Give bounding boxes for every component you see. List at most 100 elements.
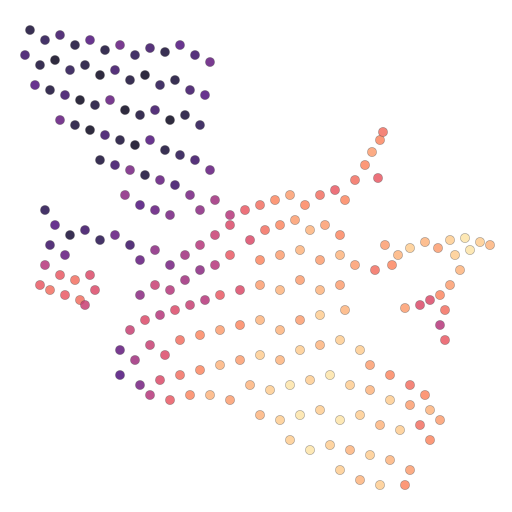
point	[175, 150, 185, 160]
point	[460, 233, 470, 243]
point	[295, 275, 305, 285]
point	[145, 390, 155, 400]
point	[378, 127, 388, 137]
point	[360, 160, 370, 170]
point	[335, 280, 345, 290]
point	[140, 170, 150, 180]
point	[367, 147, 377, 157]
point	[165, 395, 175, 405]
point	[365, 360, 375, 370]
point	[45, 285, 55, 295]
point	[225, 395, 235, 405]
point	[150, 245, 160, 255]
point	[145, 135, 155, 145]
point	[335, 230, 345, 240]
point	[295, 315, 305, 325]
point	[70, 40, 80, 50]
point	[50, 55, 60, 65]
point	[100, 130, 110, 140]
point	[285, 190, 295, 200]
point	[290, 215, 300, 225]
point	[135, 380, 145, 390]
point	[170, 75, 180, 85]
point	[255, 255, 265, 265]
point	[135, 255, 145, 265]
point	[385, 395, 395, 405]
point	[335, 335, 345, 345]
point	[165, 260, 175, 270]
point	[180, 275, 190, 285]
point	[165, 285, 175, 295]
point	[255, 350, 265, 360]
point	[400, 480, 410, 490]
point	[105, 95, 115, 105]
point	[80, 225, 90, 235]
point	[60, 250, 70, 260]
point	[373, 173, 383, 183]
point	[130, 355, 140, 365]
point	[80, 60, 90, 70]
point	[210, 195, 220, 205]
point	[455, 265, 465, 275]
point	[85, 35, 95, 45]
point	[275, 355, 285, 365]
point	[235, 355, 245, 365]
point	[425, 435, 435, 445]
point	[125, 240, 135, 250]
point	[125, 75, 135, 85]
point	[90, 285, 100, 295]
point	[110, 230, 120, 240]
point	[215, 360, 225, 370]
point	[225, 210, 235, 220]
point	[387, 260, 397, 270]
point	[435, 290, 445, 300]
point	[80, 300, 90, 310]
point	[65, 65, 75, 75]
point	[415, 420, 425, 430]
point	[35, 60, 45, 70]
point	[135, 110, 145, 120]
point	[450, 250, 460, 260]
point	[190, 50, 200, 60]
point	[95, 235, 105, 245]
point	[385, 370, 395, 380]
point	[355, 345, 365, 355]
point	[50, 220, 60, 230]
point	[130, 50, 140, 60]
point	[125, 165, 135, 175]
point	[225, 250, 235, 260]
point	[185, 390, 195, 400]
point	[195, 265, 205, 275]
point	[55, 270, 65, 280]
point	[195, 240, 205, 250]
point	[45, 85, 55, 95]
point	[210, 230, 220, 240]
point	[185, 300, 195, 310]
point	[20, 50, 30, 60]
point	[140, 70, 150, 80]
point	[330, 185, 340, 195]
point	[55, 30, 65, 40]
point	[195, 120, 205, 130]
point	[180, 110, 190, 120]
point	[415, 300, 425, 310]
point	[445, 235, 455, 245]
point	[65, 230, 75, 240]
point	[170, 180, 180, 190]
point	[405, 465, 415, 475]
point	[185, 85, 195, 95]
point	[375, 420, 385, 430]
point	[180, 250, 190, 260]
point	[95, 155, 105, 165]
point	[25, 25, 35, 35]
point	[335, 465, 345, 475]
point	[175, 370, 185, 380]
point	[75, 95, 85, 105]
point	[340, 305, 350, 315]
point	[225, 220, 235, 230]
point	[275, 325, 285, 335]
point	[380, 240, 390, 250]
point	[275, 415, 285, 425]
point	[100, 45, 110, 55]
point	[85, 125, 95, 135]
